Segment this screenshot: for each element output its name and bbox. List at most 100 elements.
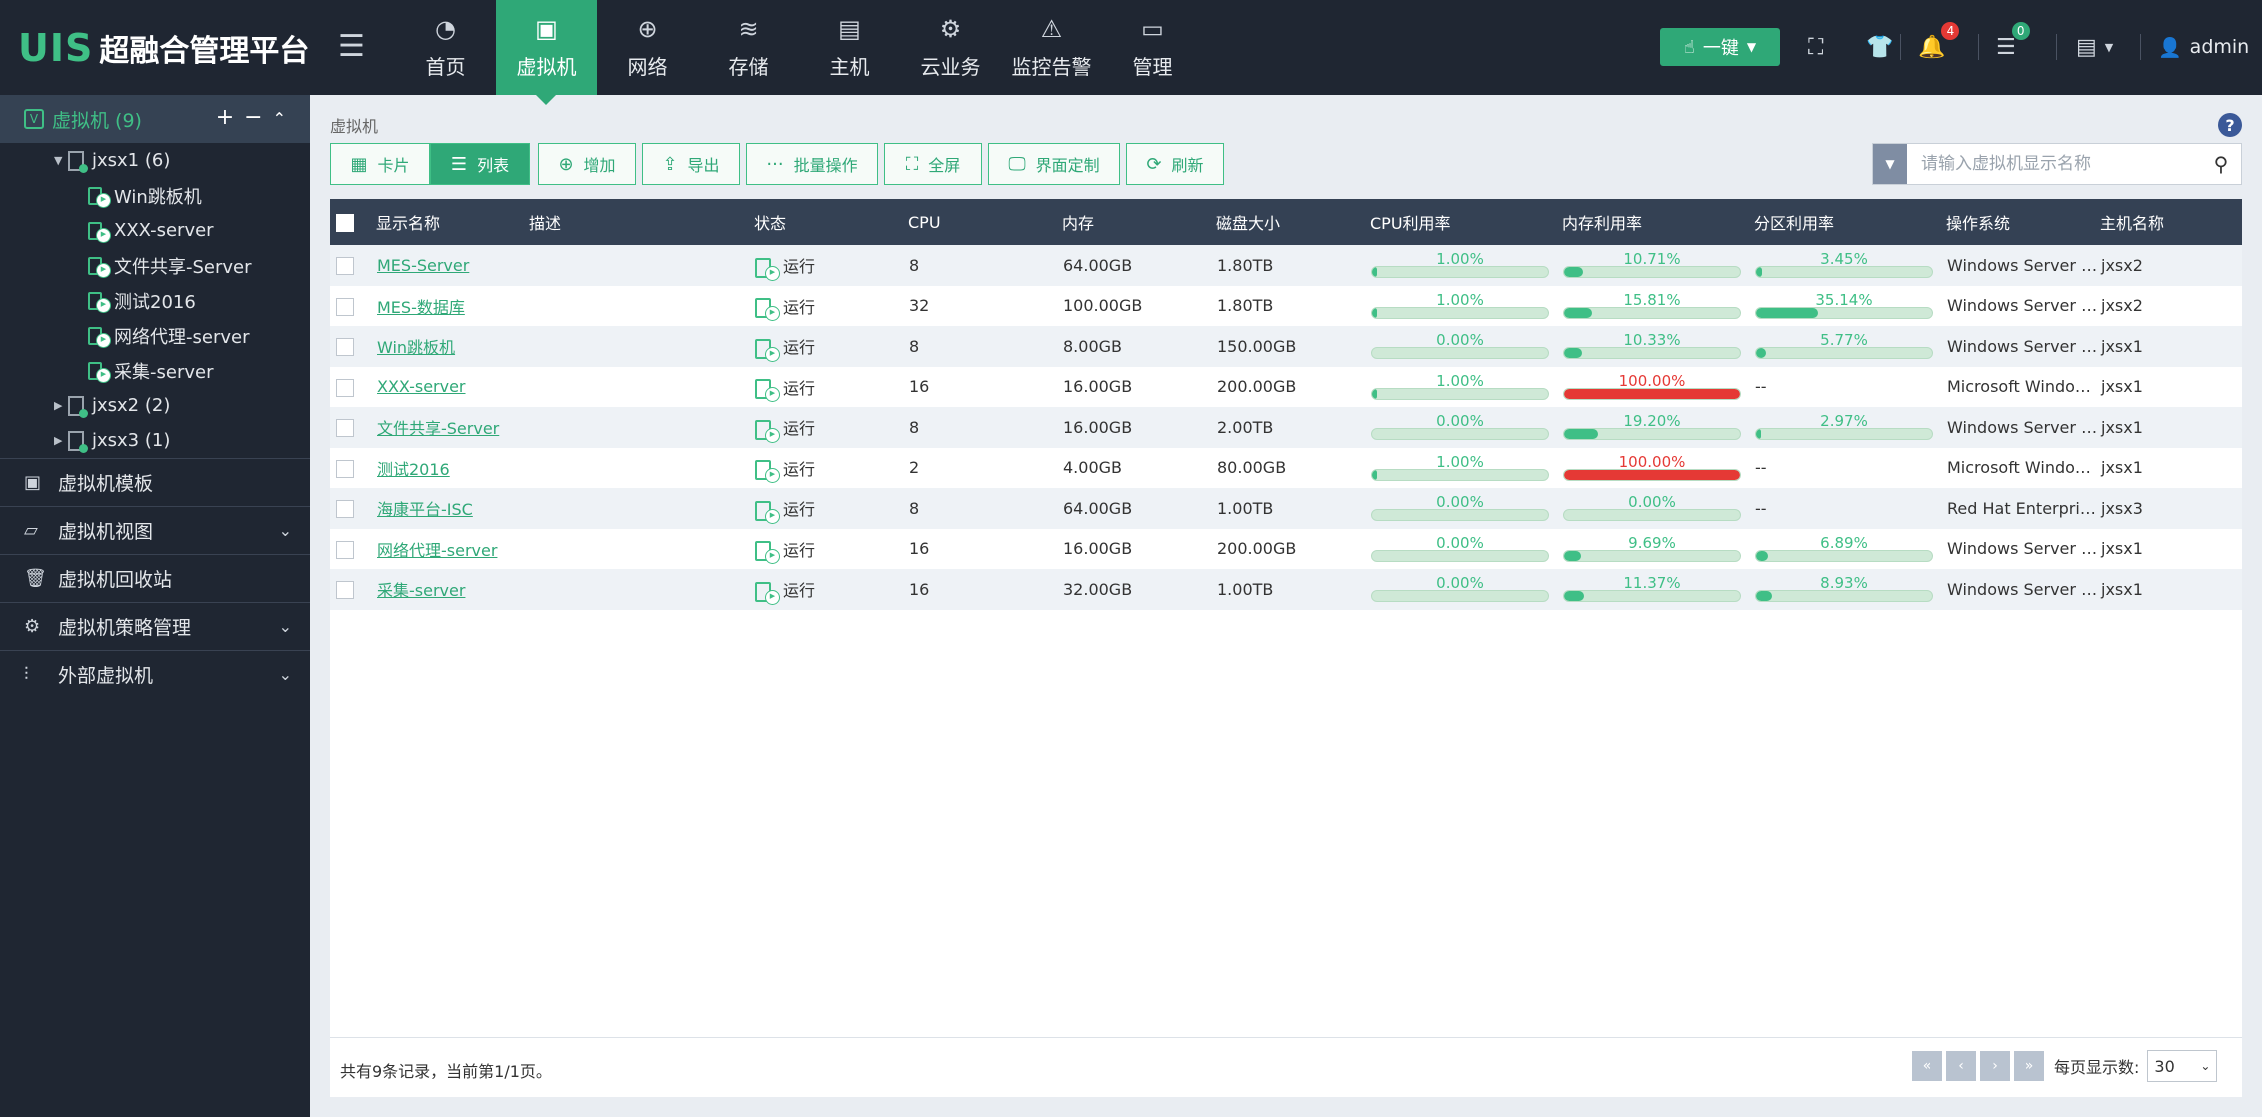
column-header[interactable]: 状态 bbox=[754, 214, 787, 233]
skin-icon[interactable]: 👕 bbox=[1866, 34, 1894, 60]
chevron-down-icon[interactable]: ⌄ bbox=[278, 665, 292, 684]
add-button[interactable]: ⊕ 增加 bbox=[538, 143, 636, 185]
export-button[interactable]: ⇪ 导出 bbox=[642, 143, 740, 185]
next-page-button[interactable]: › bbox=[1980, 1051, 2010, 1081]
host-node[interactable]: ▶ jxsx2 (2) bbox=[0, 388, 310, 423]
first-page-button[interactable]: « bbox=[1912, 1051, 1942, 1081]
sidebar-section-0[interactable]: ▣ 虚拟机模板 bbox=[0, 458, 310, 506]
vm-node[interactable]: 文件共享-Server bbox=[0, 248, 310, 283]
search-input[interactable] bbox=[1907, 144, 2201, 184]
layout-menu-button[interactable]: ▤ ▼ bbox=[2076, 30, 2113, 64]
row-checkbox[interactable] bbox=[336, 581, 354, 599]
column-header[interactable]: 内存利用率 bbox=[1562, 214, 1643, 233]
help-icon[interactable]: ? bbox=[2218, 113, 2242, 137]
caret-right-icon[interactable]: ▶ bbox=[54, 434, 63, 447]
table-row[interactable]: MES-Server 运行 8 64.00GB 1.80TB 1.00% 10.71% 3.4… bbox=[330, 245, 2242, 286]
table-row[interactable]: 测试2016 运行 2 4.00GB 80.00GB 1.00% 100.00% -- Micr… bbox=[330, 448, 2242, 489]
sidebar-section-1[interactable]: ▱ 虚拟机视图 ⌄ bbox=[0, 506, 310, 554]
vm-node[interactable]: 测试2016 bbox=[0, 283, 310, 318]
vm-name-link[interactable]: Win跳板机 bbox=[377, 338, 456, 358]
vm-name-link[interactable]: MES-数据库 bbox=[377, 297, 465, 317]
row-checkbox[interactable] bbox=[336, 338, 354, 356]
row-checkbox[interactable] bbox=[336, 297, 354, 316]
column-header[interactable]: CPU利用率 bbox=[1370, 214, 1451, 233]
prev-page-button[interactable]: ‹ bbox=[1946, 1051, 1976, 1081]
list-view-button[interactable]: ☰ 列表 bbox=[430, 143, 530, 185]
utilization-meter: 10.33% bbox=[1563, 329, 1741, 363]
row-checkbox[interactable] bbox=[336, 459, 354, 478]
utilization-meter: 1.00% bbox=[1371, 451, 1549, 485]
select-all-checkbox[interactable] bbox=[336, 213, 354, 232]
nav-item-7[interactable]: ▭ 管理 bbox=[1102, 0, 1203, 95]
caret-down-icon[interactable]: ▼ bbox=[54, 154, 63, 167]
batch-operation-button[interactable]: ··· 批量操作 bbox=[746, 143, 878, 185]
table-row[interactable]: 文件共享-Server 运行 8 16.00GB 2.00TB 0.00% 19.20% 2.… bbox=[330, 407, 2242, 448]
table-row[interactable]: 海康平台-ISC 运行 8 64.00GB 1.00TB 0.00% 0.00% -- Red … bbox=[330, 488, 2242, 529]
sidebar-section-4[interactable]: ⫶ 外部虚拟机 ⌄ bbox=[0, 650, 310, 698]
nav-item-2[interactable]: ⊕ 网络 bbox=[597, 0, 698, 95]
column-header[interactable]: CPU bbox=[908, 212, 941, 232]
chevron-down-icon[interactable]: ⌄ bbox=[278, 521, 292, 540]
column-header[interactable]: 磁盘大小 bbox=[1216, 214, 1281, 233]
nav-item-0[interactable]: ◔ 首页 bbox=[395, 0, 496, 95]
globe-icon: ⊕ bbox=[637, 15, 658, 43]
nav-item-6[interactable]: ⚠ 监控告警 bbox=[1001, 0, 1102, 95]
refresh-button[interactable]: ⟳ 刷新 bbox=[1126, 143, 1224, 185]
last-page-button[interactable]: » bbox=[2014, 1051, 2044, 1081]
table-row[interactable]: XXX-server 运行 16 16.00GB 200.00GB 1.00% 100.00… bbox=[330, 367, 2242, 408]
column-header[interactable]: 内存 bbox=[1062, 214, 1095, 233]
vm-name-link[interactable]: 网络代理-server bbox=[377, 540, 498, 560]
fullscreen-icon[interactable]: ⛶ bbox=[1808, 34, 1824, 60]
vm-node[interactable]: Win跳板机 bbox=[0, 178, 310, 213]
search-type-dropdown[interactable]: ▼ bbox=[1873, 144, 1907, 184]
table-row[interactable]: Win跳板机 运行 8 8.00GB 150.00GB 0.00% 10.33% 5.77% W… bbox=[330, 326, 2242, 367]
column-header[interactable]: 描述 bbox=[529, 214, 562, 233]
vm-node[interactable]: 采集-server bbox=[0, 353, 310, 388]
caret-right-icon[interactable]: ▶ bbox=[54, 399, 63, 412]
chevron-up-icon[interactable]: ⌃ bbox=[272, 109, 296, 128]
table-row[interactable]: 网络代理-server 运行 16 16.00GB 200.00GB 0.00% 9.69%… bbox=[330, 529, 2242, 570]
column-header[interactable]: 显示名称 bbox=[376, 214, 441, 233]
add-icon[interactable]: + bbox=[215, 105, 245, 130]
row-checkbox[interactable] bbox=[336, 540, 354, 559]
column-header[interactable]: 主机名称 bbox=[2100, 214, 2165, 233]
sidebar-section-2[interactable]: 🗑 虚拟机回收站 bbox=[0, 554, 310, 602]
fullscreen-button[interactable]: ⛶ 全屏 bbox=[884, 143, 982, 185]
nav-item-1[interactable]: ▣ 虚拟机 bbox=[496, 0, 597, 105]
column-header[interactable]: 分区利用率 bbox=[1754, 214, 1835, 233]
row-checkbox[interactable] bbox=[336, 419, 354, 437]
card-view-button[interactable]: ▦ 卡片 bbox=[330, 143, 430, 185]
search-icon[interactable]: ⚲ bbox=[2213, 152, 2229, 176]
alarm-bell-button[interactable]: 🔔 4 bbox=[1918, 22, 1960, 64]
vm-name-link[interactable]: 测试2016 bbox=[377, 459, 450, 479]
task-button[interactable]: ☰ 0 bbox=[1996, 22, 2030, 64]
table-row[interactable]: MES-数据库 运行 32 100.00GB 1.80TB 1.00% 15.81% 35.1… bbox=[330, 286, 2242, 327]
host-node[interactable]: ▶ jxsx3 (1) bbox=[0, 423, 310, 458]
sidebar-section-3[interactable]: ⚙ 虚拟机策略管理 ⌄ bbox=[0, 602, 310, 650]
column-header[interactable]: 操作系统 bbox=[1946, 214, 2011, 233]
running-status-icon bbox=[755, 581, 780, 605]
vm-node[interactable]: XXX-server bbox=[0, 213, 310, 248]
one-key-button[interactable]: ☝ 一键 ▼ bbox=[1660, 28, 1780, 66]
vm-name-link[interactable]: XXX-server bbox=[377, 377, 466, 397]
vm-name-link[interactable]: 海康平台-ISC bbox=[377, 500, 473, 520]
host-node[interactable]: ▼ jxsx1 (6) bbox=[0, 143, 310, 178]
vm-name-link[interactable]: 文件共享-Server bbox=[377, 419, 500, 439]
chevron-down-icon[interactable]: ⌄ bbox=[278, 617, 292, 636]
row-checkbox[interactable] bbox=[336, 257, 354, 275]
row-checkbox[interactable] bbox=[336, 378, 354, 397]
nav-item-3[interactable]: ≋ 存储 bbox=[698, 0, 799, 95]
table-row[interactable]: 采集-server 运行 16 32.00GB 1.00TB 0.00% 11.37% 8.9… bbox=[330, 569, 2242, 610]
menu-toggle-icon[interactable]: ☰ bbox=[338, 29, 365, 64]
row-checkbox[interactable] bbox=[336, 500, 354, 518]
minus-icon[interactable]: − bbox=[244, 105, 273, 130]
vm-name-link[interactable]: MES-Server bbox=[377, 255, 470, 275]
per-page-select[interactable]: 30 ⌄ bbox=[2147, 1050, 2218, 1082]
nav-item-5[interactable]: ⚙ 云业务 bbox=[900, 0, 1001, 95]
vm-node[interactable]: 网络代理-server bbox=[0, 318, 310, 353]
nav-item-4[interactable]: ▤ 主机 bbox=[799, 0, 900, 95]
sidebar-vm-root[interactable]: V 虚拟机 (9) +−⌃ bbox=[0, 95, 310, 143]
user-menu[interactable]: 👤 admin bbox=[2158, 30, 2249, 64]
customize-ui-button[interactable]: 🖵 界面定制 bbox=[988, 143, 1120, 185]
vm-name-link[interactable]: 采集-server bbox=[377, 581, 466, 601]
